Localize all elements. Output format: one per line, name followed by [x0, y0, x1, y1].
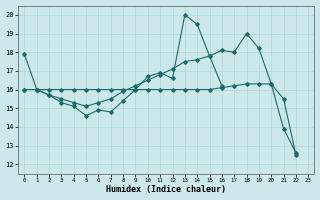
X-axis label: Humidex (Indice chaleur): Humidex (Indice chaleur) — [106, 185, 226, 194]
